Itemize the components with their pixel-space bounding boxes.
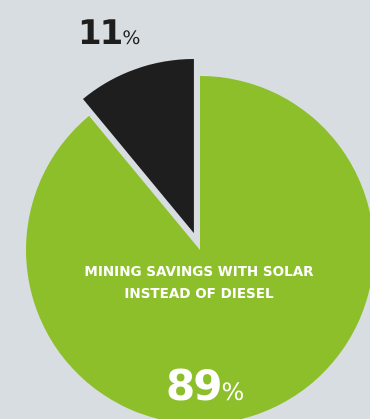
slice-label-large: 89%: [166, 365, 244, 407]
slice-label-large-unit: %: [221, 378, 245, 406]
chart-title-line-2: INSTEAD OF DIESEL: [124, 286, 274, 302]
pie-slice-savings: [26, 76, 370, 419]
chart-title-line-1: MINING SAVINGS WITH SOLAR: [84, 264, 314, 280]
slice-label-small-value: 11: [78, 13, 123, 53]
slice-label-small-unit: %: [122, 27, 141, 49]
pie-slice-remainder: [82, 59, 194, 234]
chart-title: MINING SAVINGS WITH SOLAR INSTEAD OF DIE…: [40, 261, 358, 305]
slice-label-small: 11%: [78, 16, 140, 50]
slice-label-large-value: 89: [166, 361, 222, 410]
